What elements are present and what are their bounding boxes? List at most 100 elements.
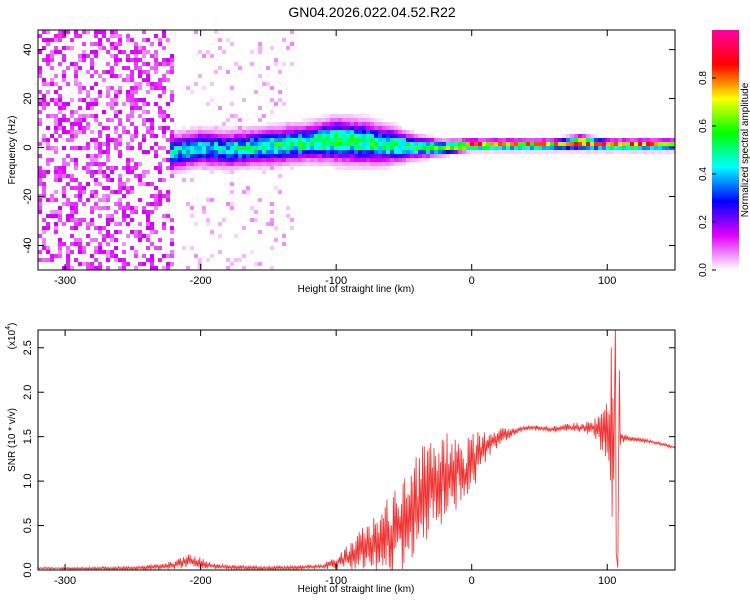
heatmap-cell bbox=[382, 166, 386, 170]
heatmap-cell bbox=[302, 122, 306, 126]
heatmap-cell bbox=[266, 150, 270, 154]
heatmap-cell bbox=[66, 258, 70, 262]
heatmap-cell bbox=[374, 126, 378, 130]
heatmap-cell bbox=[122, 258, 126, 262]
heatmap-cell bbox=[90, 158, 94, 162]
heatmap-cell bbox=[58, 34, 62, 38]
heatmap-cell bbox=[46, 42, 50, 46]
heatmap-cell bbox=[66, 138, 70, 142]
heatmap-cell bbox=[570, 134, 574, 138]
heatmap-cell bbox=[114, 110, 118, 114]
heatmap-cell bbox=[522, 150, 526, 154]
heatmap-cell bbox=[58, 170, 62, 174]
heatmap-cell bbox=[410, 142, 414, 146]
heatmap-cell bbox=[422, 142, 426, 146]
heatmap-cell bbox=[134, 234, 138, 238]
heatmap-cell bbox=[50, 54, 54, 58]
heatmap-cell bbox=[70, 146, 74, 150]
heatmap-cell bbox=[290, 218, 294, 222]
heatmap-cell bbox=[350, 122, 354, 126]
heatmap-cell bbox=[66, 46, 70, 50]
heatmap-cell bbox=[118, 134, 122, 138]
heatmap-cell bbox=[182, 170, 186, 174]
heatmap-cell bbox=[350, 162, 354, 166]
svg-text:(x104): (x104) bbox=[5, 323, 18, 350]
heatmap-cell bbox=[130, 110, 134, 114]
heatmap-cell bbox=[314, 162, 318, 166]
heatmap-cell bbox=[198, 130, 202, 134]
heatmap-cell bbox=[554, 142, 558, 146]
heatmap-cell bbox=[302, 138, 306, 142]
heatmap-cell bbox=[62, 106, 66, 110]
heatmap-cell bbox=[210, 230, 214, 234]
heatmap-cell bbox=[42, 134, 46, 138]
heatmap-cell bbox=[354, 162, 358, 166]
heatmap-cell bbox=[322, 150, 326, 154]
heatmap-cell bbox=[234, 158, 238, 162]
heatmap-cell bbox=[66, 30, 70, 34]
heatmap-cell bbox=[182, 178, 186, 182]
heatmap-cell bbox=[126, 118, 130, 122]
heatmap-cell bbox=[334, 166, 338, 170]
heatmap-cell bbox=[414, 154, 418, 158]
heatmap-cell bbox=[98, 170, 102, 174]
heatmap-cell bbox=[94, 118, 98, 122]
heatmap-cell bbox=[610, 146, 614, 150]
heatmap-cell bbox=[482, 150, 486, 154]
heatmap-cell bbox=[318, 138, 322, 142]
heatmap-cell bbox=[518, 150, 522, 154]
heatmap-cell bbox=[82, 202, 86, 206]
heatmap-cell bbox=[70, 134, 74, 138]
heatmap-cell bbox=[46, 82, 50, 86]
heatmap-cell bbox=[66, 254, 70, 258]
heatmap-cell bbox=[470, 138, 474, 142]
heatmap-cell bbox=[398, 142, 402, 146]
heatmap-cell bbox=[342, 130, 346, 134]
heatmap-cell bbox=[654, 150, 658, 154]
heatmap-cell bbox=[330, 130, 334, 134]
heatmap-cell bbox=[170, 146, 174, 150]
heatmap-cell bbox=[194, 162, 198, 166]
heatmap-cell bbox=[282, 142, 286, 146]
heatmap-cell bbox=[214, 146, 218, 150]
heatmap-cell bbox=[230, 162, 234, 166]
heatmap-cell bbox=[46, 146, 50, 150]
figure-title: GN04.2026.022.04.52.R22 bbox=[288, 4, 456, 20]
heatmap-cell bbox=[62, 78, 66, 82]
heatmap-cell bbox=[570, 138, 574, 142]
heatmap-cell bbox=[118, 182, 122, 186]
heatmap-cell bbox=[114, 62, 118, 66]
heatmap-cell bbox=[202, 158, 206, 162]
heatmap-cell bbox=[126, 34, 130, 38]
heatmap-cell bbox=[118, 258, 122, 262]
heatmap-cell bbox=[250, 158, 254, 162]
heatmap-cell bbox=[62, 126, 66, 130]
heatmap-cell bbox=[218, 134, 222, 138]
heatmap-cell bbox=[246, 142, 250, 146]
heatmap-cell bbox=[142, 78, 146, 82]
heatmap-cell bbox=[174, 158, 178, 162]
heatmap-cell bbox=[582, 146, 586, 150]
heatmap-cell bbox=[90, 62, 94, 66]
heatmap-cell bbox=[202, 154, 206, 158]
heatmap-cell bbox=[186, 134, 190, 138]
heatmap-cell bbox=[94, 70, 98, 74]
heatmap-cell bbox=[234, 150, 238, 154]
heatmap-cell bbox=[62, 266, 66, 270]
heatmap-cell bbox=[258, 50, 262, 54]
heatmap-cell bbox=[90, 74, 94, 78]
heatmap-cell bbox=[206, 138, 210, 142]
heatmap-cell bbox=[42, 174, 46, 178]
heatmap-cell bbox=[274, 122, 278, 126]
heatmap-cell bbox=[114, 166, 118, 170]
heatmap-cell bbox=[54, 190, 58, 194]
heatmap-cell bbox=[346, 134, 350, 138]
heatmap-cell bbox=[114, 130, 118, 134]
heatmap-cell bbox=[214, 162, 218, 166]
heatmap-cell bbox=[466, 146, 470, 150]
heatmap-cell bbox=[50, 50, 54, 54]
heatmap-cell bbox=[210, 198, 214, 202]
heatmap-cell bbox=[190, 158, 194, 162]
